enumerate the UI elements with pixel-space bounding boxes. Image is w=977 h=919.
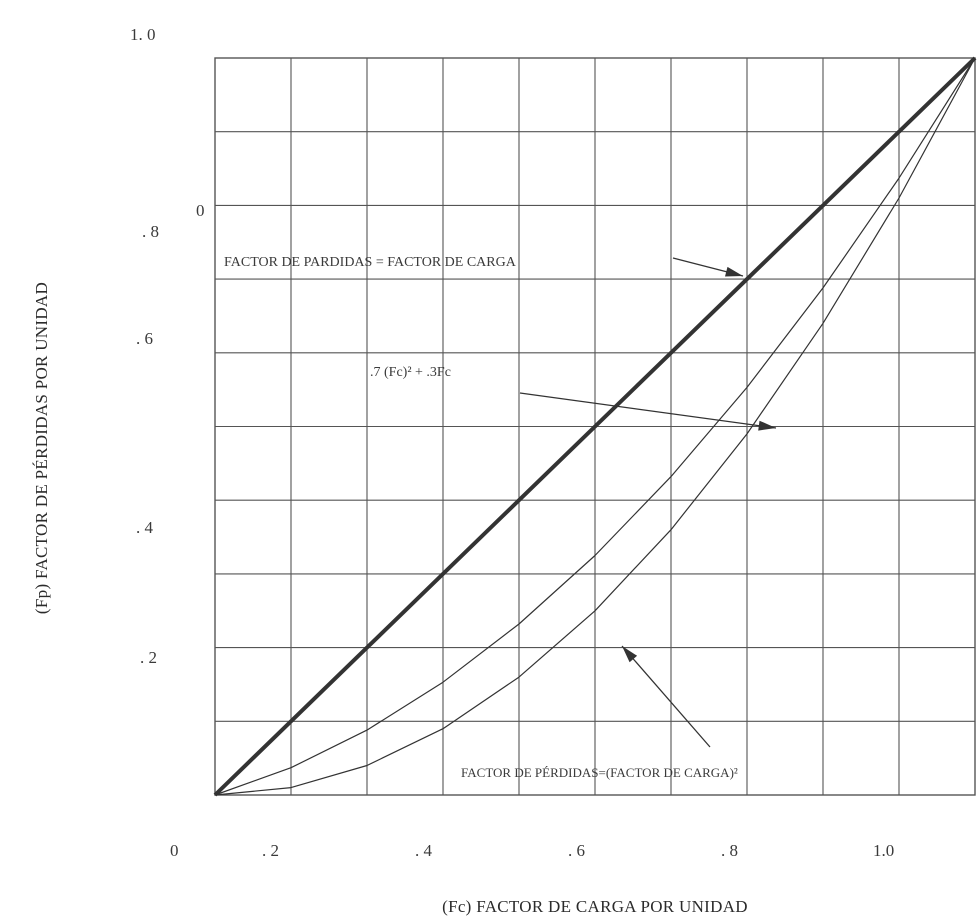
annotation-square-line: FACTOR DE PÉRDIDAS=(FACTOR DE CARGA)²: [461, 765, 738, 780]
arrow-square-line: [621, 645, 711, 748]
series-line-square: [214, 57, 976, 796]
y-tick-label: 0: [196, 201, 205, 220]
x-tick-label: . 2: [262, 841, 279, 860]
series-line-equal: [213, 56, 977, 797]
x-tick-label: . 4: [415, 841, 433, 860]
annotation-arrows: [519, 257, 777, 748]
grid-lines: [215, 58, 975, 795]
y-tick-label: 1. 0: [130, 25, 156, 44]
series-lines: [213, 56, 977, 797]
arrow-mixed-formula-head: [758, 420, 776, 431]
series-line-mixed: [214, 57, 976, 796]
arrow-equal-line-head: [725, 266, 743, 277]
annotation-mixed-formula: .7 (Fc)² + .3Fc: [370, 365, 451, 380]
y-tick-label: . 4: [136, 518, 154, 537]
y-tick-label: . 8: [142, 222, 159, 241]
x-tick-label: . 6: [568, 841, 585, 860]
annotation-equal-line: FACTOR DE PARDIDAS = FACTOR DE CARGA: [224, 255, 517, 270]
x-tick-label: 1.0: [873, 841, 894, 860]
arrow-square-line-head: [622, 646, 638, 663]
y-tick-label: . 6: [136, 329, 153, 348]
arrow-mixed-formula: [519, 392, 777, 429]
x-tick-label: . 8: [721, 841, 738, 860]
y-axis-title: (Fp) FACTOR DE PÉRDIDAS POR UNIDAD: [32, 282, 51, 614]
x-axis-title: (Fc) FACTOR DE CARGA POR UNIDAD: [442, 897, 748, 916]
x-tick-label: 0: [170, 841, 179, 860]
y-tick-label: . 2: [140, 648, 157, 667]
